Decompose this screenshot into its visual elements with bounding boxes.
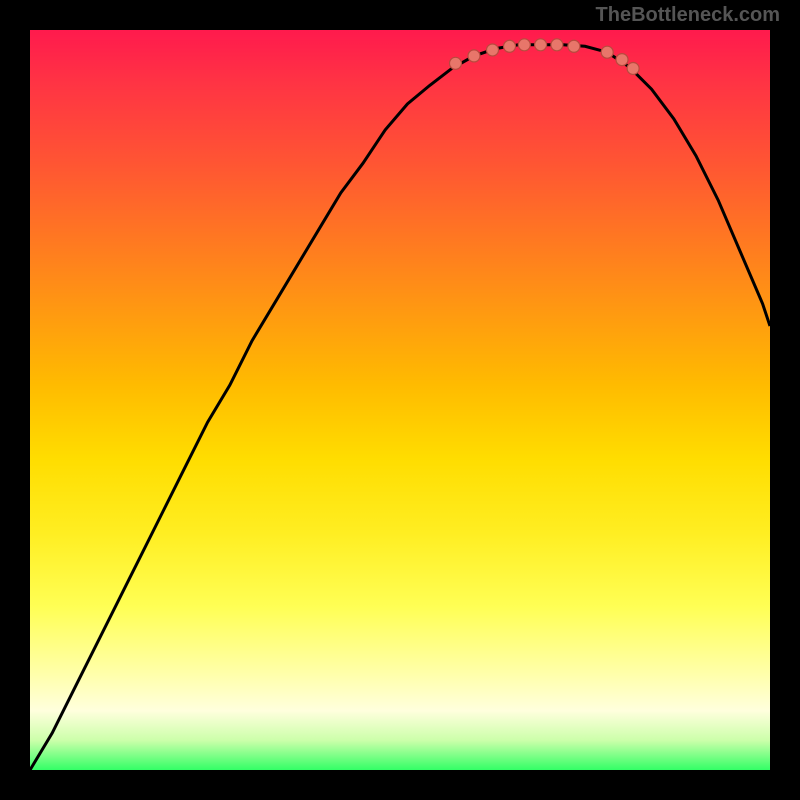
- curve-marker: [616, 54, 628, 66]
- watermark-text: TheBottleneck.com: [596, 4, 780, 27]
- curve-marker: [601, 46, 613, 58]
- chart-plot-area: [30, 30, 770, 770]
- curve-markers: [450, 39, 640, 75]
- curve-marker: [627, 62, 639, 74]
- curve-marker: [468, 50, 480, 62]
- curve-marker: [518, 39, 530, 51]
- curve-marker: [535, 39, 547, 51]
- curve-marker: [450, 57, 462, 69]
- curve-marker: [551, 39, 563, 51]
- bottleneck-curve: [30, 45, 770, 770]
- chart-svg: [30, 30, 770, 770]
- curve-marker: [504, 40, 516, 52]
- curve-marker: [568, 40, 580, 52]
- curve-marker: [487, 44, 499, 56]
